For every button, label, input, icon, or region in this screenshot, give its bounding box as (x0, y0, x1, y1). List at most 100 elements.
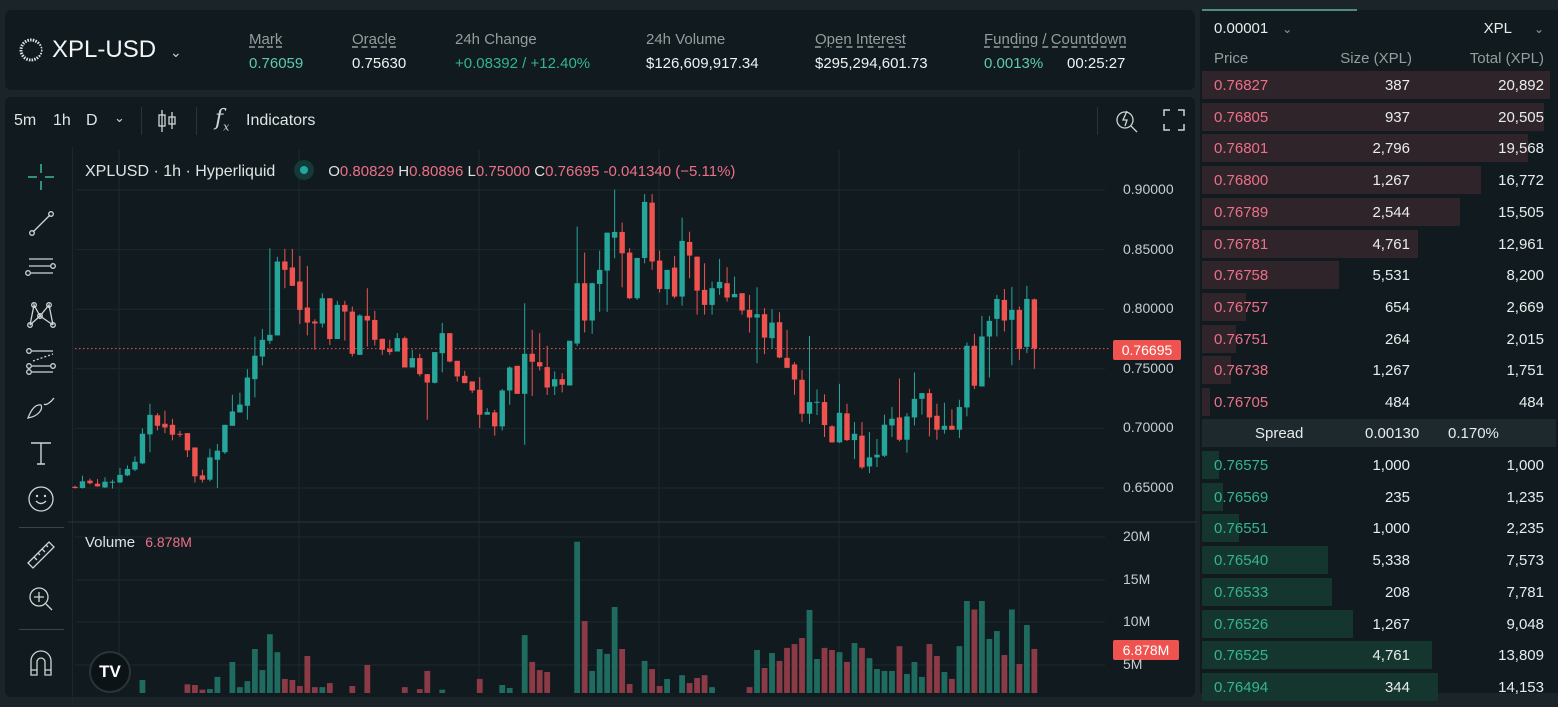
magnet-icon[interactable] (23, 645, 59, 681)
depth-bar (1202, 609, 1353, 638)
bid-row[interactable]: 0.76569 235 1,235 (1202, 482, 1550, 511)
brush-icon[interactable] (23, 389, 59, 425)
candle-body (986, 320, 993, 337)
bid-row[interactable]: 0.76525 4,761 13,809 (1202, 641, 1550, 670)
volume-bar (574, 541, 581, 693)
change-value: -0.041340 (−5.11%) (603, 163, 736, 180)
crosshair-icon[interactable] (23, 159, 59, 195)
symbol-selector[interactable]: XPL-USD ⌄ (52, 36, 182, 64)
candle-body (731, 293, 738, 298)
ask-row[interactable]: 0.76801 2,796 19,568 (1202, 134, 1550, 163)
candle-type-icon[interactable] (157, 109, 177, 133)
fullscreen-icon[interactable] (1163, 109, 1185, 131)
volume-bar (881, 670, 888, 693)
ask-row[interactable]: 0.76758 5,531 8,200 (1202, 261, 1550, 290)
candle (761, 308, 768, 355)
candle (686, 231, 693, 279)
bid-row[interactable]: 0.76551 1,000 2,235 (1202, 514, 1550, 543)
open-interest-label[interactable]: Open Interest (815, 31, 906, 48)
candle (754, 287, 760, 364)
row-price: 0.76800 (1214, 172, 1269, 190)
candle-body (492, 412, 498, 427)
interval-1h[interactable]: 1h (53, 112, 71, 129)
candle (117, 467, 123, 484)
ruler-icon[interactable] (23, 537, 59, 573)
tick-size-select[interactable]: 0.00001 ⌄ (1214, 20, 1292, 37)
candle-body (94, 483, 101, 487)
candle-body (806, 402, 813, 414)
volume-bar (1031, 648, 1038, 693)
row-size: 484 (1384, 394, 1410, 411)
mark-label[interactable]: Mark (249, 31, 283, 48)
candle-body (124, 468, 131, 476)
horizontal-lines-icon[interactable] (23, 251, 59, 287)
price-chart[interactable] (0, 0, 1200, 693)
candle-body (739, 293, 745, 311)
pattern-icon[interactable] (23, 297, 59, 333)
interval-5m[interactable]: 5m (14, 112, 37, 129)
volume-bar (769, 653, 775, 693)
ask-row[interactable]: 0.76827 387 20,892 (1202, 71, 1550, 99)
ask-row[interactable]: 0.76738 1,267 1,751 (1202, 356, 1550, 385)
ask-row[interactable]: 0.76705 484 484 (1202, 388, 1550, 416)
trend-line-icon[interactable] (23, 205, 59, 241)
depth-bar (1202, 324, 1236, 353)
volume-bar (664, 678, 671, 693)
row-size: 4,761 (1372, 647, 1410, 665)
ask-row[interactable]: 0.76751 264 2,015 (1202, 324, 1550, 353)
indicators-button[interactable]: Indicators (246, 112, 316, 129)
candle (192, 447, 198, 483)
candle (626, 248, 633, 300)
bid-row[interactable]: 0.76575 1,000 1,000 (1202, 451, 1550, 479)
volume-bar (919, 676, 925, 693)
fx-icon[interactable]: fx (215, 106, 230, 134)
candle (641, 194, 648, 264)
candle (919, 393, 925, 415)
candle (139, 428, 146, 465)
candle-body (169, 424, 176, 435)
tradingview-logo[interactable]: TV (89, 651, 131, 693)
candle (611, 189, 618, 259)
bid-row[interactable]: 0.76540 5,338 7,573 (1202, 546, 1550, 575)
depth-bar (1202, 292, 1247, 321)
volume-bar (754, 650, 760, 693)
ask-row[interactable]: 0.76800 1,267 16,772 (1202, 166, 1550, 195)
ask-row[interactable]: 0.76805 937 20,505 (1202, 102, 1550, 131)
bid-row[interactable]: 0.76494 344 14,153 (1202, 672, 1550, 701)
candle (124, 465, 131, 477)
candle-body (372, 319, 378, 340)
volume-label: 24h Volume (646, 31, 726, 48)
ask-row[interactable]: 0.76757 654 2,669 (1202, 292, 1550, 321)
emoji-icon[interactable] (23, 481, 59, 517)
candle-body (192, 447, 198, 477)
unit-select[interactable]: XPL ⌄ (1484, 20, 1544, 37)
volume-bar (806, 609, 813, 693)
oracle-label[interactable]: Oracle (352, 31, 397, 48)
close-value: 0.76695 (545, 163, 600, 180)
ask-row[interactable]: 0.76789 2,544 15,505 (1202, 197, 1550, 226)
candle-body (342, 304, 348, 312)
interval-d[interactable]: D (86, 112, 98, 129)
zoom-in-icon[interactable] (23, 581, 59, 617)
volume-legend-label: Volume (85, 534, 136, 551)
funding-label[interactable]: Funding / Countdown (984, 31, 1127, 48)
candle (844, 403, 850, 442)
interval-dropdown-icon[interactable]: ⌄ (114, 110, 125, 125)
chevron-down-icon: ⌄ (170, 44, 182, 60)
volume-bar (686, 683, 693, 693)
bid-row[interactable]: 0.76526 1,267 9,048 (1202, 609, 1550, 638)
text-icon[interactable] (23, 435, 59, 471)
candle-body (694, 256, 700, 291)
ask-row[interactable]: 0.76781 4,761 12,961 (1202, 229, 1550, 258)
candle (334, 300, 341, 339)
candle-body (1009, 309, 1015, 320)
bid-row[interactable]: 0.76533 208 7,781 (1202, 577, 1550, 606)
candle-body (656, 260, 663, 289)
candle-body (282, 261, 288, 270)
candle-body (926, 393, 933, 418)
candle (971, 333, 978, 390)
fib-icon[interactable] (23, 343, 59, 379)
candle-body (799, 379, 805, 414)
candle-body (649, 202, 655, 262)
quick-search-icon[interactable] (1114, 108, 1140, 134)
